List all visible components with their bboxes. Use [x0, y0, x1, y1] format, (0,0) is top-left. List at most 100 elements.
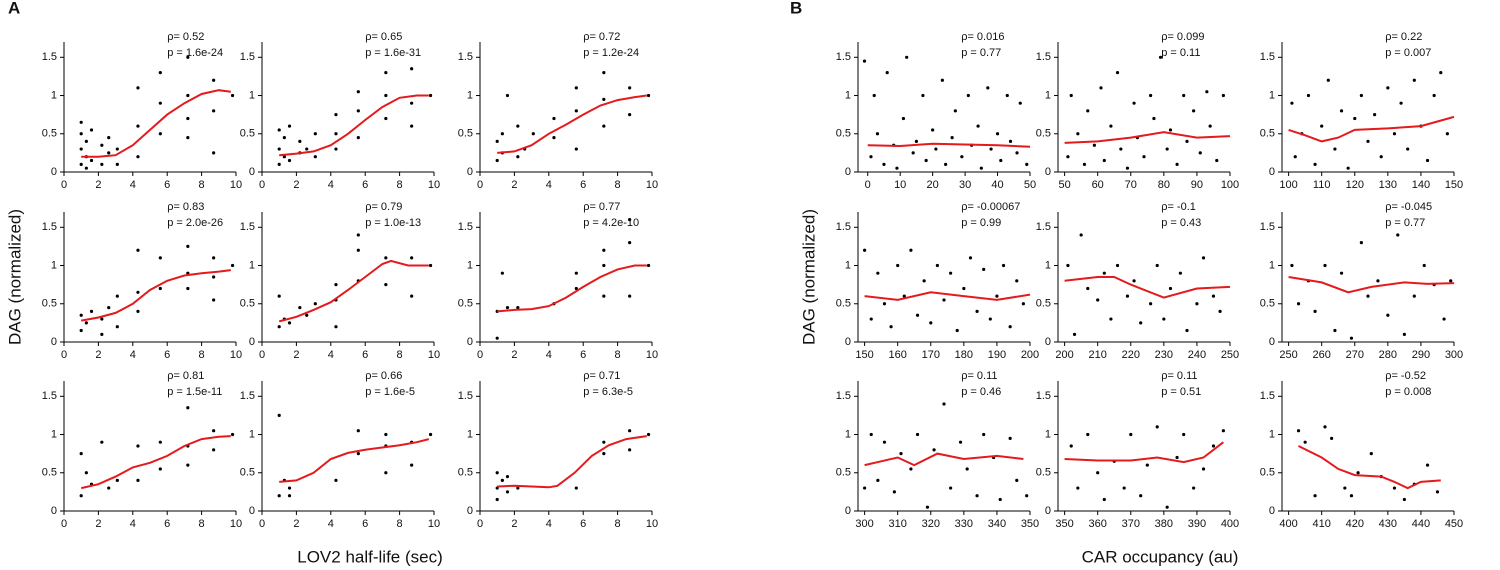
x-tick-label: 300 — [855, 518, 873, 530]
data-point — [334, 147, 338, 151]
data-point — [186, 286, 190, 291]
x-tick-label: 340 — [988, 518, 1006, 530]
data-point — [384, 116, 388, 121]
y-tick-label: 1.5 — [1036, 51, 1051, 63]
data-point — [1132, 279, 1136, 283]
y-tick-label: 0.5 — [42, 128, 57, 140]
x-tick-label: 400 — [1279, 518, 1297, 530]
data-point — [384, 93, 388, 98]
x-tick-label: 30 — [959, 179, 971, 191]
x-tick-label: 4 — [328, 518, 334, 530]
data-point — [1201, 467, 1206, 471]
x-tick-label: 250 — [1279, 349, 1297, 361]
data-point — [869, 432, 873, 437]
data-point — [1025, 162, 1029, 166]
annotation: p = 4.2e-10 — [583, 217, 639, 229]
x-tick-label: 6 — [362, 349, 368, 361]
data-point — [921, 93, 925, 98]
data-point — [282, 155, 286, 159]
y-axis-title: DAG (normalized) — [799, 209, 818, 345]
data-point — [628, 113, 632, 117]
annotation: p = 0.77 — [1385, 217, 1425, 229]
data-point — [277, 494, 281, 498]
data-point — [287, 124, 292, 128]
x-tick-label: 150 — [1445, 179, 1463, 191]
data-point — [975, 494, 979, 498]
data-point — [955, 328, 959, 333]
data-point — [1072, 332, 1077, 336]
y-tick-label: 1 — [845, 259, 851, 271]
x-tick-label: 10 — [428, 349, 440, 361]
x-tick-label: 4 — [328, 179, 334, 191]
data-point — [1145, 463, 1149, 467]
data-point — [1102, 497, 1106, 502]
data-point — [911, 151, 915, 155]
data-point — [356, 248, 360, 252]
annotation: p = 1.6e-5 — [365, 386, 415, 398]
data-point — [875, 132, 880, 136]
data-point — [1008, 436, 1012, 440]
data-point — [1125, 166, 1130, 170]
data-point — [1208, 124, 1212, 128]
data-point — [1296, 429, 1301, 433]
data-point — [989, 147, 993, 151]
data-point — [1293, 155, 1297, 159]
data-point — [136, 309, 140, 314]
data-point — [1392, 486, 1397, 490]
data-point — [277, 413, 281, 418]
data-point — [1399, 101, 1403, 105]
data-point — [1079, 233, 1083, 237]
data-point — [287, 158, 292, 163]
data-point — [602, 70, 606, 75]
fit-curve — [81, 89, 231, 158]
data-point — [646, 432, 651, 437]
data-point — [1412, 78, 1416, 82]
data-point — [882, 162, 886, 166]
data-point — [628, 86, 632, 90]
y-tick-label: 0 — [845, 505, 851, 517]
annotation: p = 1.6e-31 — [365, 47, 421, 59]
data-point — [885, 70, 889, 75]
data-point — [1402, 497, 1406, 502]
data-point — [940, 78, 944, 82]
data-point — [1175, 162, 1179, 166]
data-point — [1015, 151, 1019, 155]
annotation: ρ= 0.66 — [365, 370, 402, 382]
x-tick-label: 0 — [61, 179, 67, 191]
x-tick-label: 370 — [1122, 518, 1140, 530]
data-point — [876, 271, 880, 275]
data-point — [158, 467, 162, 471]
data-point — [1139, 321, 1143, 325]
data-point — [574, 147, 578, 151]
data-point — [212, 109, 216, 113]
data-point — [384, 432, 388, 437]
x-tick-label: 8 — [397, 349, 403, 361]
data-point — [1008, 139, 1013, 144]
x-tick-label: 6 — [580, 179, 586, 191]
x-tick-label: 10 — [230, 179, 242, 191]
data-point — [212, 448, 216, 452]
data-point — [334, 325, 338, 329]
y-tick-label: 0 — [467, 166, 473, 178]
data-point — [574, 86, 578, 90]
data-point — [953, 109, 957, 113]
annotation: p = 0.11 — [1161, 47, 1200, 59]
data-point — [976, 124, 980, 128]
data-point — [1005, 93, 1009, 98]
data-point — [505, 474, 510, 479]
data-point — [899, 452, 903, 456]
x-tick-label: 350 — [1021, 518, 1039, 530]
data-point — [230, 93, 235, 98]
data-point — [909, 248, 913, 252]
x-tick-label: 220 — [1122, 349, 1140, 361]
data-point — [158, 286, 162, 291]
data-point — [863, 248, 867, 252]
data-point — [356, 452, 360, 456]
data-point — [1158, 55, 1163, 59]
y-tick-label: 0.5 — [1036, 467, 1051, 479]
x-tick-label: 8 — [615, 349, 621, 361]
annotation: ρ= 0.22 — [1385, 31, 1422, 43]
data-point — [1376, 279, 1380, 283]
data-point — [1192, 486, 1196, 490]
x-tick-label: 160 — [889, 349, 907, 361]
